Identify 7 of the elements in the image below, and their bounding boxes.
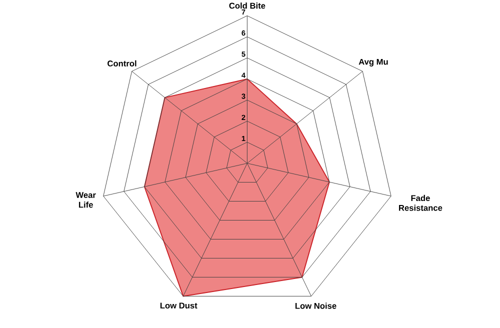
- spoke-label: Control: [108, 60, 136, 67]
- spoke-label: Avg Mu: [358, 59, 388, 67]
- spoke-label: Low Dust: [160, 302, 198, 309]
- spoke-label: Fade Resistance: [399, 195, 442, 212]
- spoke-label: Cold Bite: [229, 2, 266, 9]
- spoke-label: Low Noise: [295, 302, 336, 310]
- spoke-label: Wear Life: [76, 192, 96, 208]
